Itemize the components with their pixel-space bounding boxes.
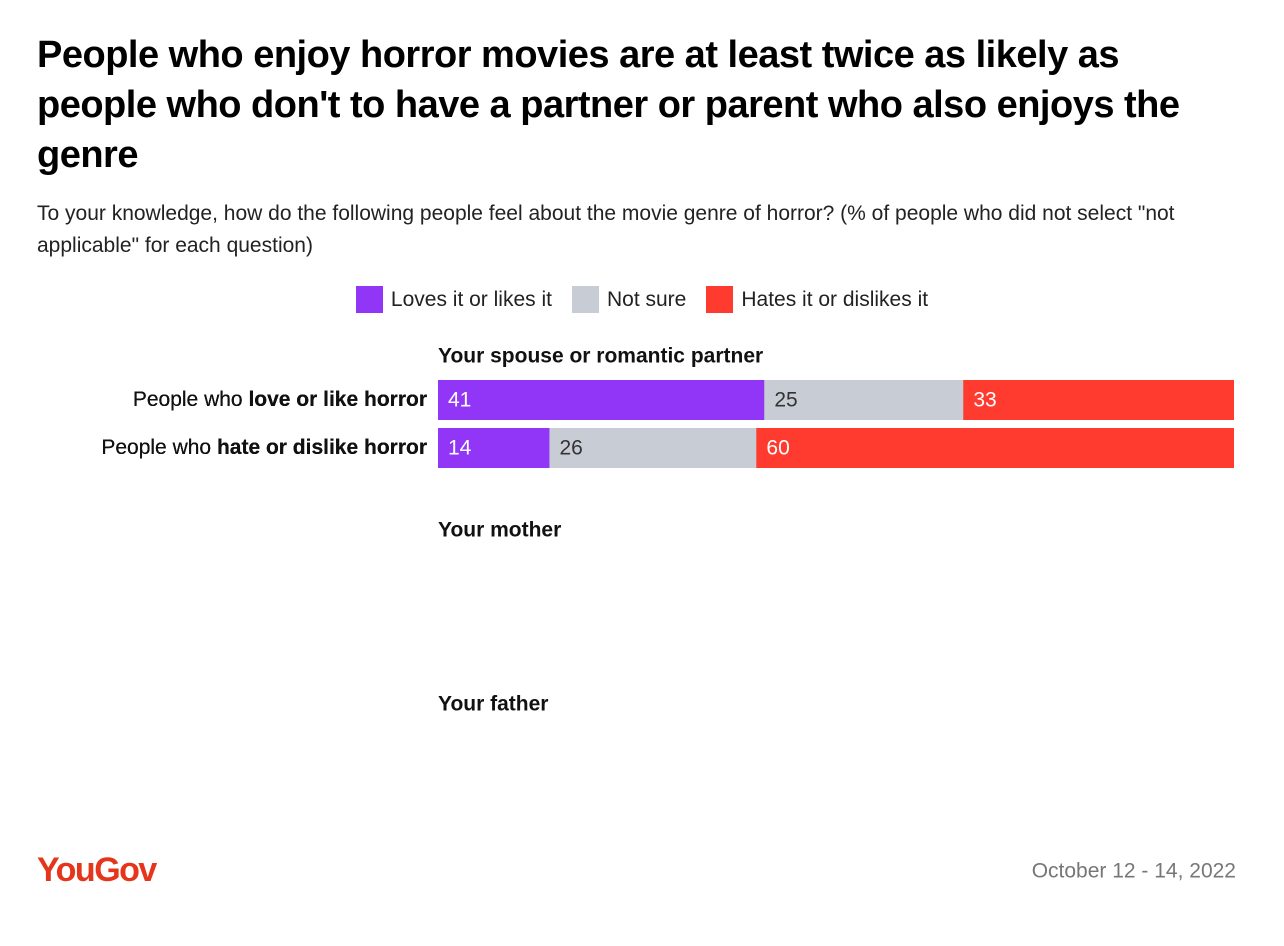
- value-label: 13: [926, 389, 949, 412]
- row-label-emphasis: hate or dislike horror: [217, 436, 427, 459]
- legend-swatch: [355, 286, 383, 313]
- bar-segment: [756, 428, 1234, 468]
- legend-item: Hates it or dislikes it: [706, 286, 928, 313]
- value-label: 13: [567, 437, 590, 460]
- bar-segment: [438, 380, 765, 420]
- legend: Loves it or likes it Not sure Hates it or …: [0, 286, 1284, 313]
- row-label: People who love or like horror: [133, 388, 427, 411]
- row-label-emphasis: hate or dislike horror: [217, 436, 427, 459]
- row-label-prefix: People who: [133, 388, 249, 411]
- row-label-prefix: People who: [133, 388, 249, 411]
- row-label: People who hate or dislike horror: [101, 436, 427, 459]
- bar-segment: [438, 428, 550, 468]
- legend-label: Not sure: [606, 287, 687, 311]
- row-label-emphasis: love or like horror: [248, 388, 427, 411]
- bar-segment: [963, 380, 1227, 420]
- value-label: 26: [1029, 389, 1052, 412]
- date: October 12 - 14, 2022: [1032, 860, 1236, 883]
- bar-segment: [660, 428, 1234, 468]
- bar-segment: [438, 428, 558, 468]
- logo: YouGov: [37, 851, 157, 889]
- value-label: 72: [671, 437, 694, 460]
- row-label-emphasis: love or like horror: [248, 388, 427, 411]
- bar-segment: [557, 428, 661, 468]
- group-title: Your mother: [438, 519, 561, 542]
- bar-segment: [1019, 380, 1227, 420]
- group-title: Your father: [438, 693, 548, 716]
- value-label: 41: [448, 389, 471, 412]
- bar-segment: [438, 428, 677, 468]
- chart-title: People who enjoy horror movies are at le…: [37, 34, 1180, 176]
- bar-segment: [438, 380, 916, 420]
- value-label: 26: [559, 437, 582, 460]
- bar-segment: [756, 428, 1234, 468]
- legend-item: Not sure: [571, 286, 687, 313]
- value-label: 30: [448, 437, 471, 460]
- legend-item: Loves it or likes it: [355, 286, 552, 313]
- bar-segment: [764, 380, 964, 420]
- row-label: People who love or like horror: [133, 388, 427, 411]
- value-label: 46: [878, 389, 901, 412]
- value-label: 40: [448, 389, 471, 412]
- legend-swatch: [571, 286, 599, 313]
- chart-subtitle: To your knowledge, how do the following …: [37, 202, 1175, 257]
- row-label-prefix: People who: [101, 436, 217, 459]
- row-label-emphasis: love or like horror: [248, 388, 427, 411]
- value-label: 60: [766, 437, 789, 460]
- value-label: 25: [774, 389, 797, 412]
- bar-segment: [438, 380, 757, 420]
- row-label-emphasis: hate or dislike horror: [217, 436, 427, 459]
- legend-label: Hates it or dislikes it: [741, 287, 929, 311]
- value-label: 10: [687, 437, 710, 460]
- bar-segment: [756, 380, 868, 420]
- value-label: 60: [448, 389, 471, 412]
- row-label-prefix: People who: [133, 388, 249, 411]
- value-label: 15: [448, 437, 471, 460]
- legend-label: Loves it or likes it: [390, 287, 552, 311]
- value-label: 33: [973, 389, 996, 412]
- row-label-prefix: People who: [101, 436, 217, 459]
- bar-segment: [676, 428, 757, 468]
- value-label: 14: [766, 389, 790, 412]
- value-label: 60: [766, 437, 789, 460]
- bar-segment: [549, 428, 757, 468]
- row-label-prefix: People who: [101, 436, 217, 459]
- row-label: People who hate or dislike horror: [101, 436, 427, 459]
- value-label: 14: [448, 437, 472, 460]
- bar-segment: [867, 380, 1234, 420]
- bar-segment: [915, 380, 1020, 420]
- row-label: People who hate or dislike horror: [101, 436, 427, 459]
- row-label: People who love or like horror: [133, 388, 427, 411]
- legend-swatch: [706, 286, 734, 313]
- group-title: Your spouse or romantic partner: [438, 345, 763, 368]
